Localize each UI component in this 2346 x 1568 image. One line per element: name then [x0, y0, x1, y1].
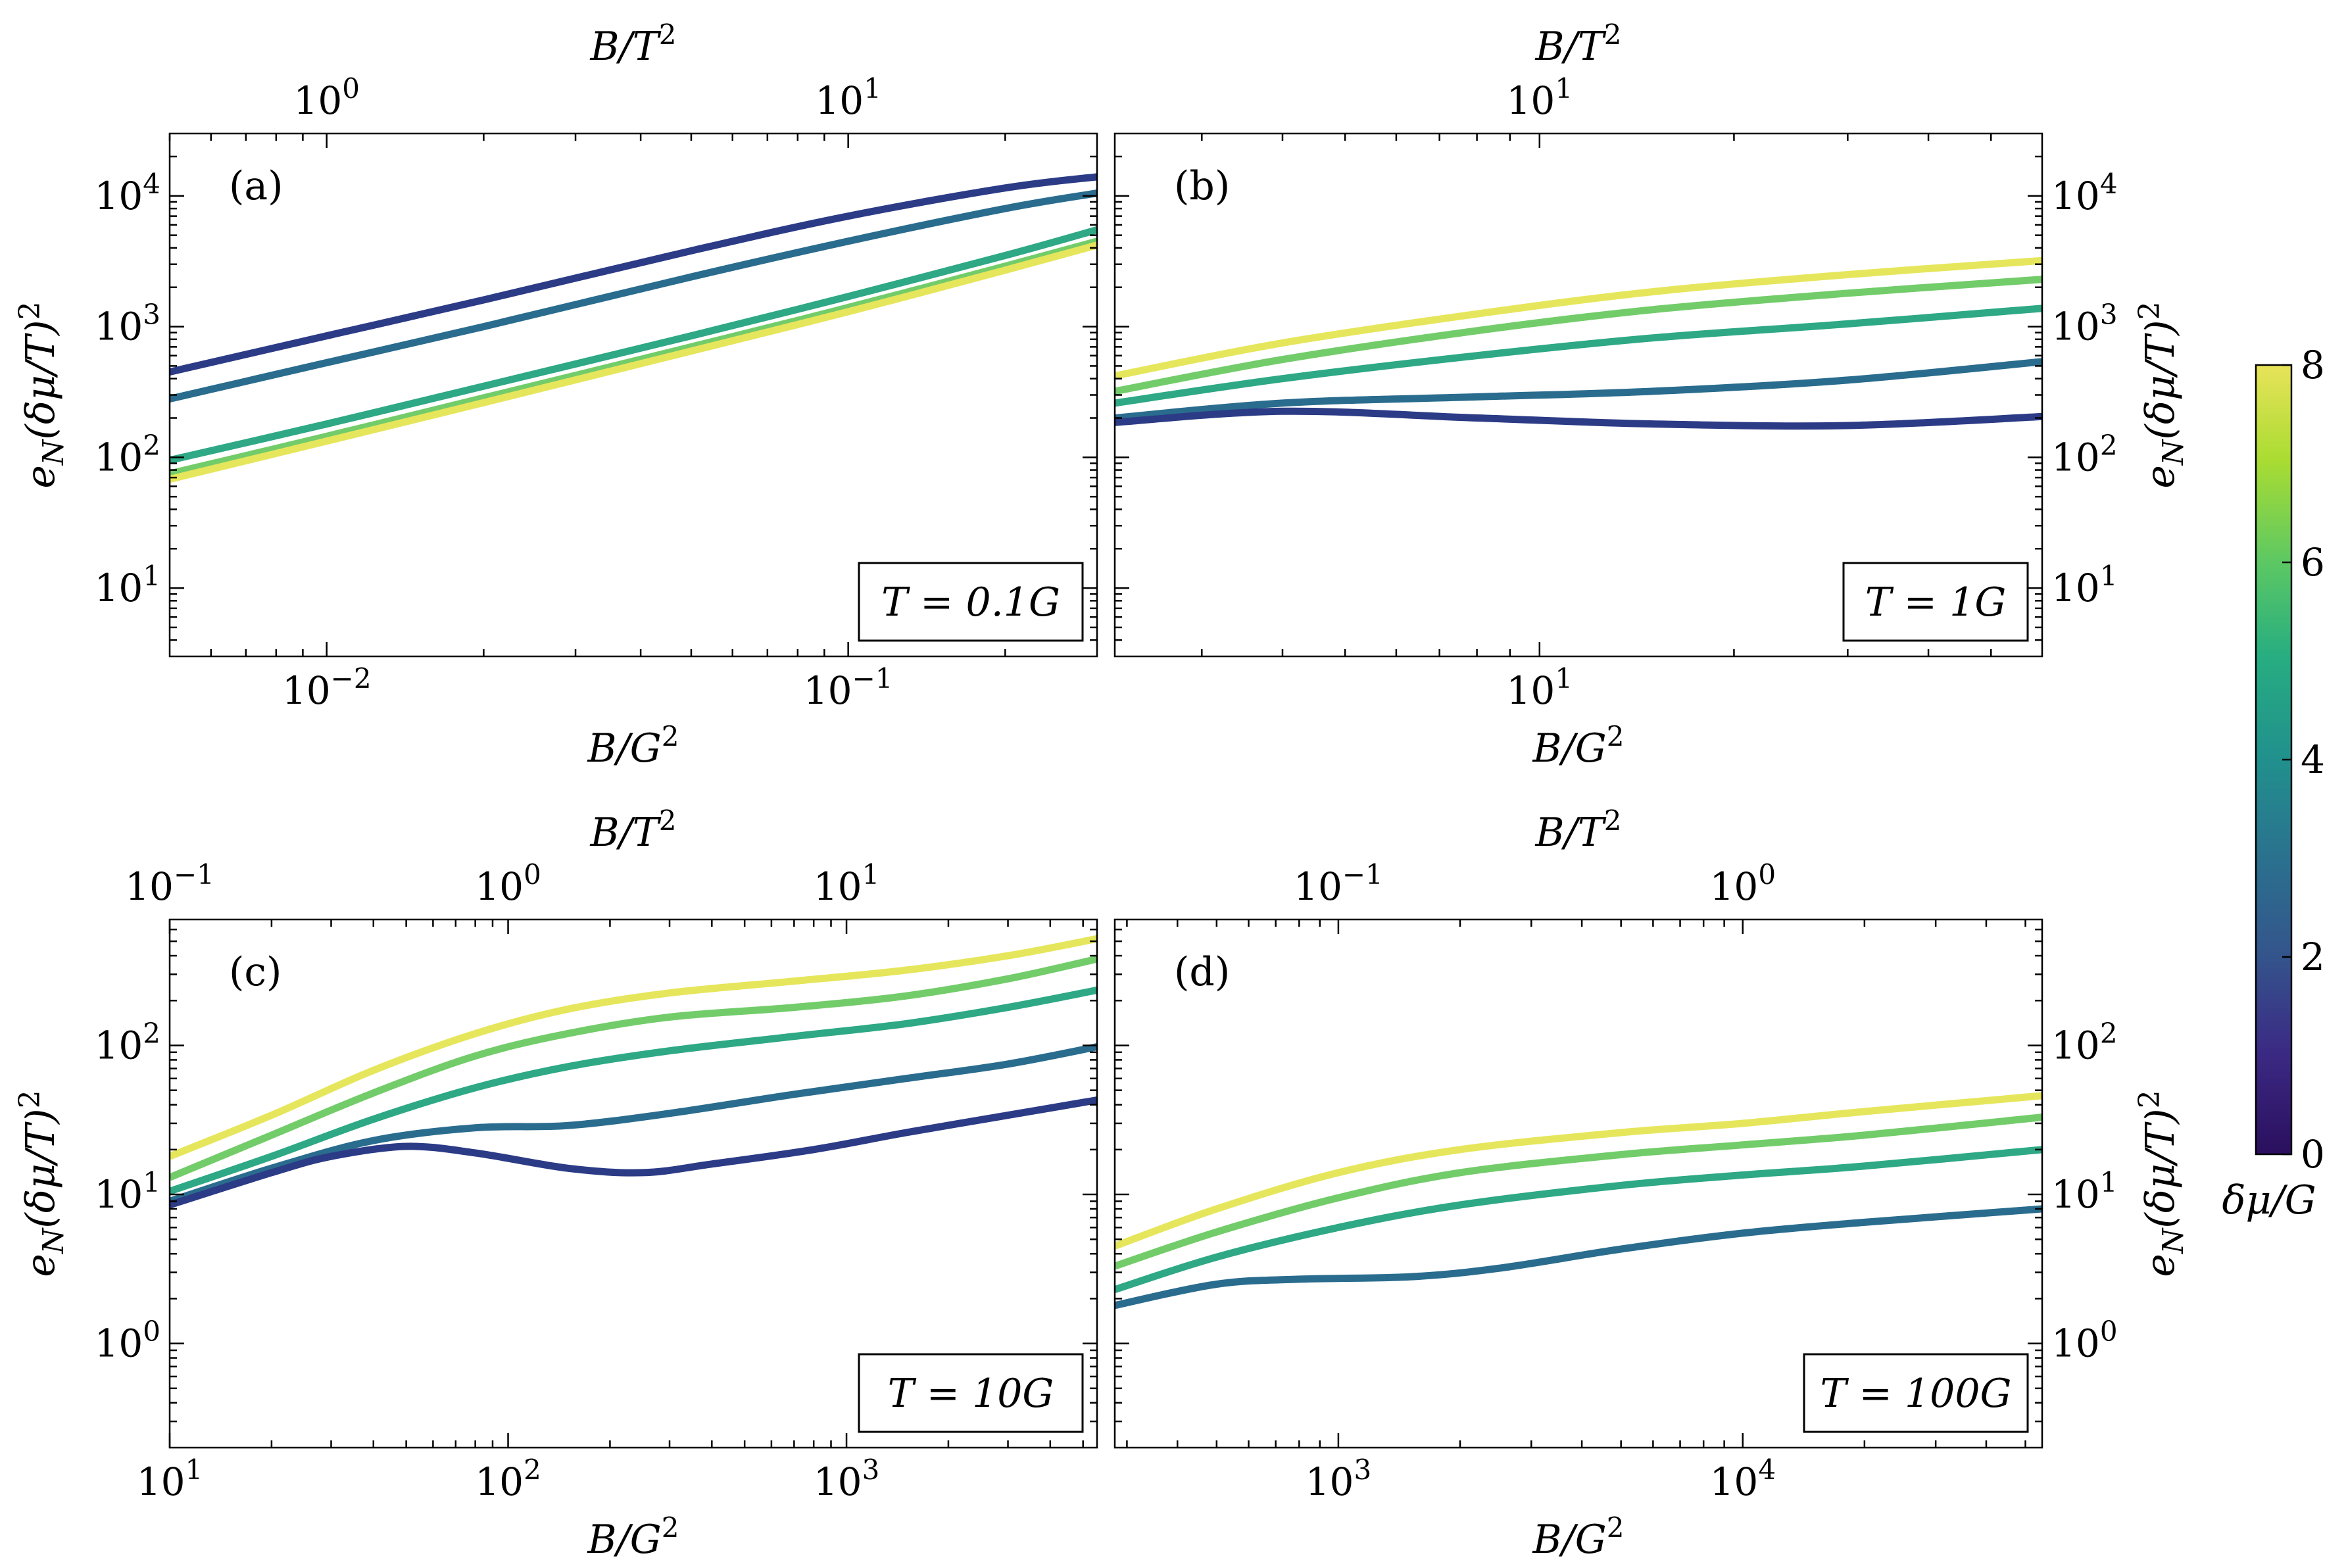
ytick-label-b-0: 101 — [2051, 560, 2118, 610]
ticks-c — [168, 919, 1097, 1448]
panel-a: 101 102 103 104 10−2 10−1 100 101 B/G2 B/T2 eN(δμ/… — [13, 18, 1098, 772]
xlabel-bottom-a: B/G2 — [587, 720, 679, 772]
series-line-b-4 — [1115, 407, 2042, 430]
xtick-label-top-c-2: 101 — [814, 858, 880, 909]
xtick-label-top-a-1: 101 — [815, 72, 881, 123]
series-line-c-0 — [170, 935, 1097, 1160]
ytick-label-b-1: 102 — [2051, 429, 2118, 479]
series-line-b-2 — [1115, 305, 2042, 407]
series-group-a — [170, 173, 1097, 483]
colorbar-tick-label-1: 2 — [2301, 935, 2325, 979]
ylabel-b: eN(δμ/T)2 — [2133, 301, 2190, 488]
ytick-label-d-0: 100 — [2051, 1315, 2118, 1366]
xtick-label-bottom-b-0: 101 — [1507, 662, 1573, 713]
panel-d: 100 101 102 103 104 10−1 100 B/G2 B/T2 eN(δμ/T)2 (… — [1113, 804, 2190, 1563]
colorbar-tick-label-2: 4 — [2301, 737, 2325, 782]
ytick-label-a-1: 102 — [94, 429, 160, 479]
series-line-a-2 — [170, 226, 1097, 464]
series-line-d-0 — [1115, 1092, 2042, 1250]
series-line-c-1 — [170, 955, 1097, 1181]
series-line-a-3 — [170, 237, 1097, 478]
ytick-label-d-1: 101 — [2051, 1166, 2118, 1217]
colorbar-tick-label-0: 0 — [2301, 1132, 2325, 1177]
axes-frame-d — [1113, 918, 2043, 1449]
colorbar-gradient — [2255, 364, 2293, 1156]
series-group-c — [170, 935, 1097, 1209]
colorbar-tick-label-3: 6 — [2301, 540, 2325, 585]
series-group-b — [1115, 257, 2042, 430]
series-line-c-3 — [170, 1043, 1097, 1205]
panels: 101 102 103 104 10−2 10−1 100 101 B/G2 B/T2 eN(δμ/… — [13, 18, 2190, 1563]
annotation-box-a — [858, 562, 1084, 642]
xlabel-bottom-d: B/G2 — [1532, 1511, 1625, 1563]
xtick-label-top-b-0: 101 — [1507, 72, 1573, 123]
panel-tag-a: (a) — [229, 163, 283, 209]
ytick-label-a-3: 104 — [94, 168, 160, 218]
annotation-box-d — [1803, 1353, 2029, 1433]
xtick-label-bottom-c-2: 103 — [814, 1454, 880, 1504]
xlabel-top-c: B/T2 — [589, 804, 676, 856]
xtick-label-top-c-1: 100 — [475, 858, 541, 909]
ylabel-d: eN(δμ/T)2 — [2133, 1090, 2190, 1277]
panel-tag-d: (d) — [1174, 949, 1230, 995]
ytick-label-c-0: 100 — [94, 1315, 160, 1366]
panel-tag-c: (c) — [229, 949, 281, 995]
series-line-b-3 — [1115, 358, 2042, 422]
annotation-c: T = 10G — [888, 1371, 1054, 1417]
xtick-label-top-d-0: 10−1 — [1294, 858, 1383, 909]
ytick-label-b-3: 104 — [2051, 168, 2118, 218]
xlabel-top-b: B/T2 — [1534, 18, 1621, 70]
series-line-d-1 — [1115, 1114, 2042, 1270]
xtick-label-bottom-d-1: 104 — [1710, 1454, 1776, 1504]
annotation-b: T = 1G — [1865, 579, 2007, 625]
xlabel-bottom-c: B/G2 — [587, 1511, 679, 1563]
ytick-label-d-2: 102 — [2051, 1017, 2118, 1067]
xlabel-top-a: B/T2 — [589, 18, 676, 70]
xtick-label-bottom-a-1: 10−1 — [804, 662, 893, 713]
series-line-b-1 — [1115, 276, 2042, 395]
ylabel-a: eN(δμ/T)2 — [13, 301, 70, 488]
xtick-label-bottom-a-0: 10−2 — [282, 662, 372, 713]
xlabel-bottom-b: B/G2 — [1532, 720, 1625, 772]
series-line-a-4 — [170, 241, 1097, 483]
series-line-d-3 — [1115, 1205, 2042, 1310]
ytick-label-a-0: 101 — [94, 560, 160, 610]
series-group-d — [1115, 1092, 2042, 1310]
xtick-label-top-a-0: 100 — [293, 72, 360, 123]
series-line-b-0 — [1115, 257, 2042, 380]
ytick-label-c-2: 102 — [94, 1017, 160, 1067]
annotation-box-c — [858, 1353, 1084, 1433]
ytick-label-a-2: 103 — [94, 299, 160, 349]
xtick-label-bottom-c-1: 102 — [475, 1454, 541, 1504]
xtick-label-top-d-1: 100 — [1710, 858, 1776, 909]
colorbar-ticks: 0 2 4 6 8 — [2282, 343, 2325, 1177]
annotation-d: T = 100G — [1821, 1371, 2012, 1417]
series-line-a-1 — [170, 189, 1097, 403]
xtick-label-top-c-0: 10−1 — [125, 858, 214, 909]
annotation-a: T = 0.1G — [881, 579, 1060, 625]
axes-frame-c — [168, 918, 1098, 1449]
annotation-box-b — [1842, 562, 2029, 642]
colorbar-label: δμ/G — [2222, 1177, 2316, 1223]
ytick-label-c-1: 101 — [94, 1166, 160, 1217]
xtick-label-bottom-c-0: 101 — [137, 1454, 203, 1504]
xlabel-top-d: B/T2 — [1534, 804, 1621, 856]
ticks-d — [1115, 919, 2042, 1448]
colorbar: 0 2 4 6 8 δμ/G — [2222, 343, 2325, 1223]
ylabel-c: eN(δμ/T)2 — [13, 1090, 70, 1277]
series-line-a-0 — [170, 173, 1097, 376]
series-line-c-2 — [170, 987, 1097, 1195]
panel-tag-b: (b) — [1174, 163, 1230, 209]
ticks-b — [1115, 134, 2042, 656]
panel-b: 101 102 103 104 101 101 B/G2 B/T2 eN(δμ/T)2 (b) T … — [1113, 18, 2190, 772]
series-line-d-2 — [1115, 1146, 2042, 1293]
colorbar-tick-label-4: 8 — [2301, 343, 2325, 387]
panel-c: 100 101 102 101 102 103 10−1 100 101 B/G2 B/T2 eN(δ… — [13, 804, 1098, 1563]
ytick-label-b-2: 103 — [2051, 299, 2118, 349]
series-line-c-4 — [170, 1096, 1097, 1209]
xtick-label-bottom-d-0: 103 — [1306, 1454, 1372, 1504]
ticks-a — [168, 134, 1097, 656]
